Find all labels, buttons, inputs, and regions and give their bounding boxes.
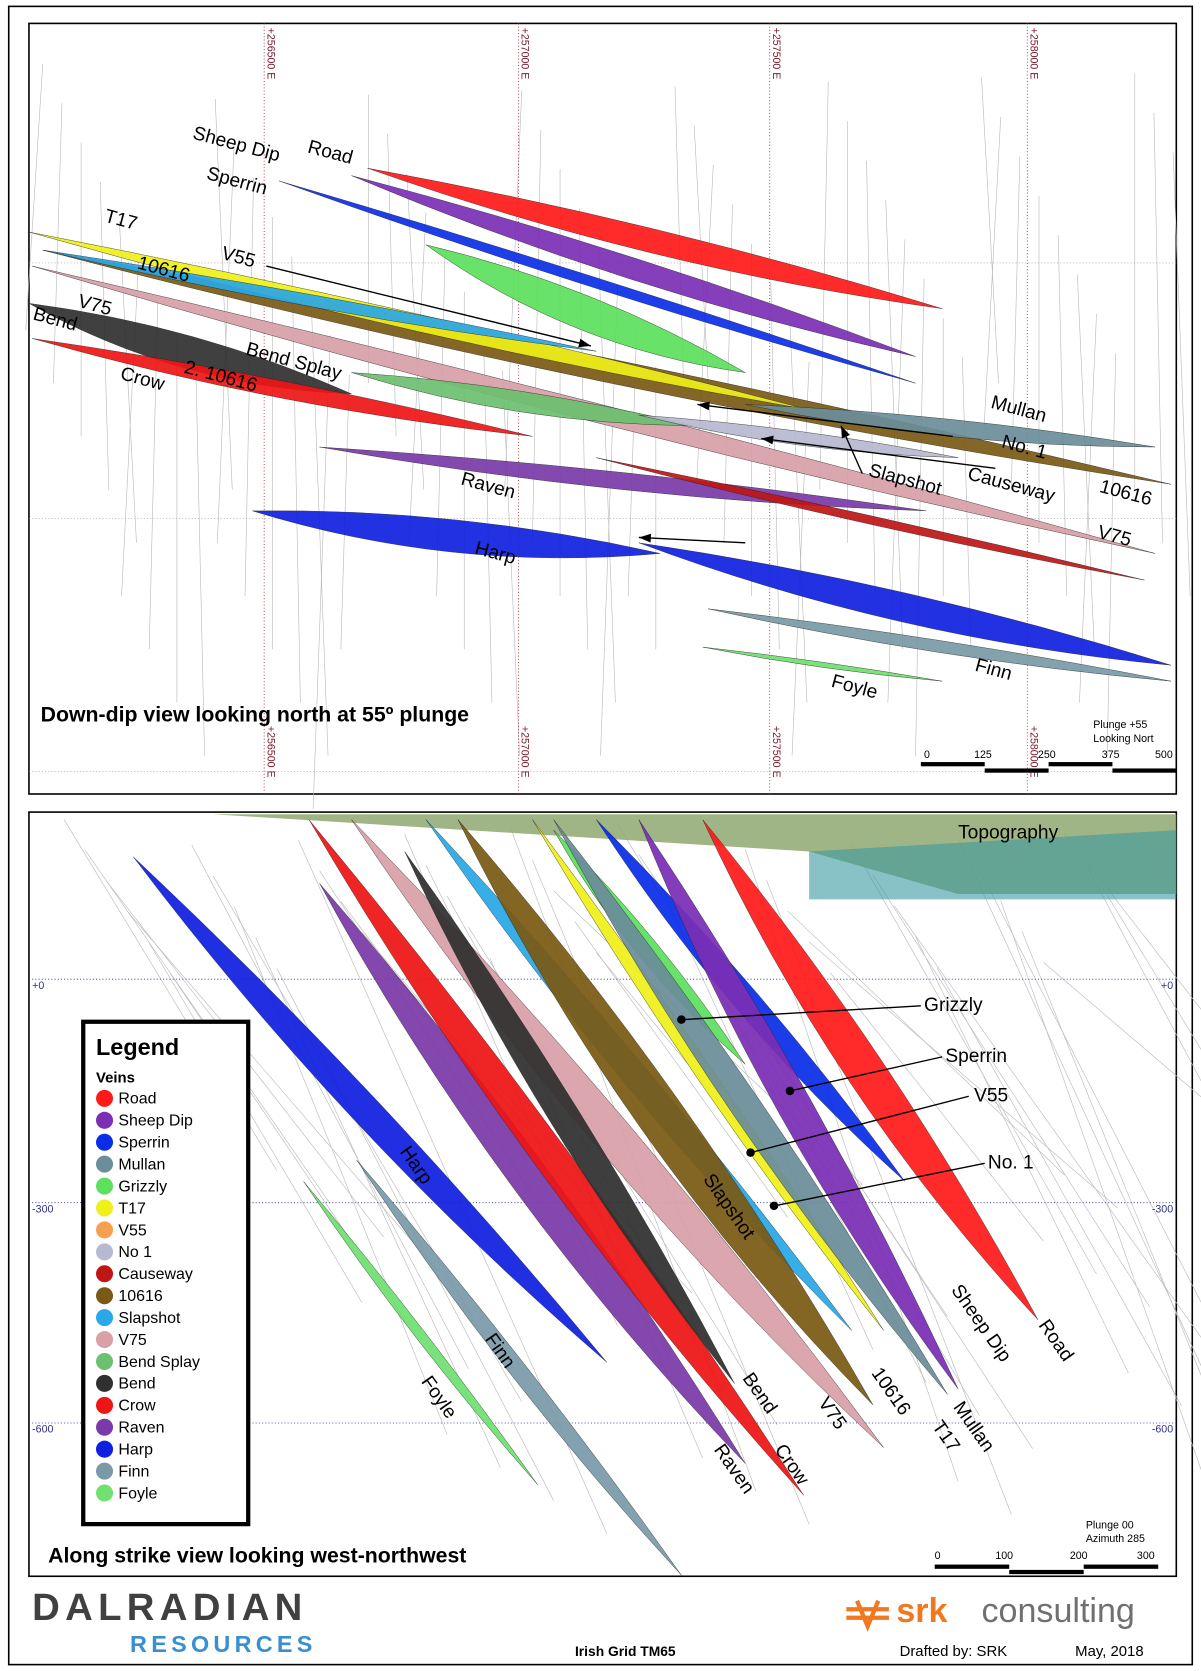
note: Plunge 00 [1086,1519,1134,1531]
legend-label: T17 [118,1200,146,1217]
legend-swatch [96,1265,113,1282]
legend-swatch [96,1221,113,1238]
legend-label: V75 [118,1332,147,1349]
legend-label: Finn [118,1463,149,1480]
arrow-head [786,1087,795,1096]
legend-label: Slapshot [118,1310,181,1327]
drafted: Drafted by: SRK [900,1644,1008,1660]
legend-swatch [96,1375,113,1392]
legend-swatch [96,1090,113,1107]
grid-label: +256500 E [264,726,276,778]
note: Plunge +55 [1093,719,1147,731]
scale-tick: 300 [1137,1550,1155,1562]
company-name: DALRADIAN [32,1586,308,1629]
legend-swatch [96,1485,113,1502]
view-label: Along strike view looking west-northwest [48,1543,466,1567]
logo-bold: srk [896,1592,947,1630]
note: Looking Nort [1093,733,1153,745]
legend-swatch [96,1331,113,1348]
legend-label: 10616 [118,1288,162,1305]
scale-bar [985,768,1049,772]
legend-label: V55 [118,1222,147,1239]
legend-label: No 1 [118,1244,152,1261]
legend-swatch [96,1309,113,1326]
legend-label: Grizzly [118,1178,167,1195]
legend-label: Road [118,1091,156,1108]
company-sub: RESOURCES [130,1631,317,1657]
legend-label: Bend Splay [118,1354,200,1371]
grid-label: +257000 E [519,28,531,80]
depth-label: +0 [32,980,44,992]
vein-label: No. 1 [988,1153,1034,1174]
legend-label: Harp [118,1442,153,1459]
legend-label: Mullan [118,1156,165,1173]
scale-tick: 375 [1102,749,1120,761]
grid-label: +257000 E [519,726,531,778]
grid-label: +257500 E [770,726,782,778]
legend-swatch [96,1397,113,1414]
vein-label: Grizzly [924,995,983,1016]
scale-bar [921,762,985,766]
scale-bar [1049,762,1113,766]
scale-tick: 200 [1070,1550,1088,1562]
legend-swatch [96,1441,113,1458]
scale-tick: 250 [1038,749,1056,761]
grid-label: +256500 E [264,28,276,80]
scale-tick: 0 [924,749,930,761]
view-label: Down-dip view looking north at 55º plung… [41,703,470,727]
legend-swatch [96,1178,113,1195]
scale-tick: 0 [935,1550,941,1562]
legend-title: Legend [96,1034,179,1060]
legend-label: Crow [118,1398,156,1415]
vein-label: Sperrin [945,1046,1007,1067]
depth-label: -300 [32,1203,53,1215]
legend-label: Bend [118,1376,155,1393]
scale-tick: 125 [974,749,992,761]
arrow-head [677,1015,686,1024]
legend-label: Raven [118,1420,164,1437]
legend-swatch [96,1200,113,1217]
depth-label: -600 [32,1424,53,1436]
scale-bar [1009,1570,1084,1574]
scale-tick: 500 [1155,749,1173,761]
arrow-head [746,1148,755,1157]
page: +256500 E +256500 E +257000 E +257000 E +257… [0,0,1201,1671]
legend-swatch [96,1353,113,1370]
scale-bar [935,1565,1010,1569]
legend-subtitle: Veins [96,1070,135,1086]
logo-rest: consulting [982,1592,1135,1630]
legend-swatch [96,1156,113,1173]
grid-label: +257500 E [770,28,782,80]
figure: +256500 E +256500 E +257000 E +257000 E +257… [0,0,1201,1671]
legend-swatch [96,1287,113,1304]
legend-swatch [96,1112,113,1129]
vein-label: Topography [958,823,1058,844]
depth-label: -300 [1152,1203,1173,1215]
scale-bar [1084,1565,1159,1569]
grid-note: Irish Grid TM65 [575,1643,676,1659]
legend-label: Sperrin [118,1135,169,1152]
grid-label: +258000 E [1027,28,1039,80]
legend-label: Foyle [118,1485,157,1502]
date: May, 2018 [1075,1644,1143,1660]
note: Azimuth 285 [1086,1533,1145,1545]
vein-label: V55 [974,1086,1008,1107]
depth-label: -600 [1152,1424,1173,1436]
legend-swatch [96,1463,113,1480]
legend-label: Causeway [118,1266,193,1283]
legend-swatch [96,1419,113,1436]
legend-swatch [96,1134,113,1151]
legend-swatch [96,1243,113,1260]
scale-bar [1112,768,1176,772]
arrow-head [770,1202,779,1211]
scale-tick: 100 [995,1550,1013,1562]
legend-label: Sheep Dip [118,1113,193,1130]
depth-label: +0 [1161,980,1173,992]
